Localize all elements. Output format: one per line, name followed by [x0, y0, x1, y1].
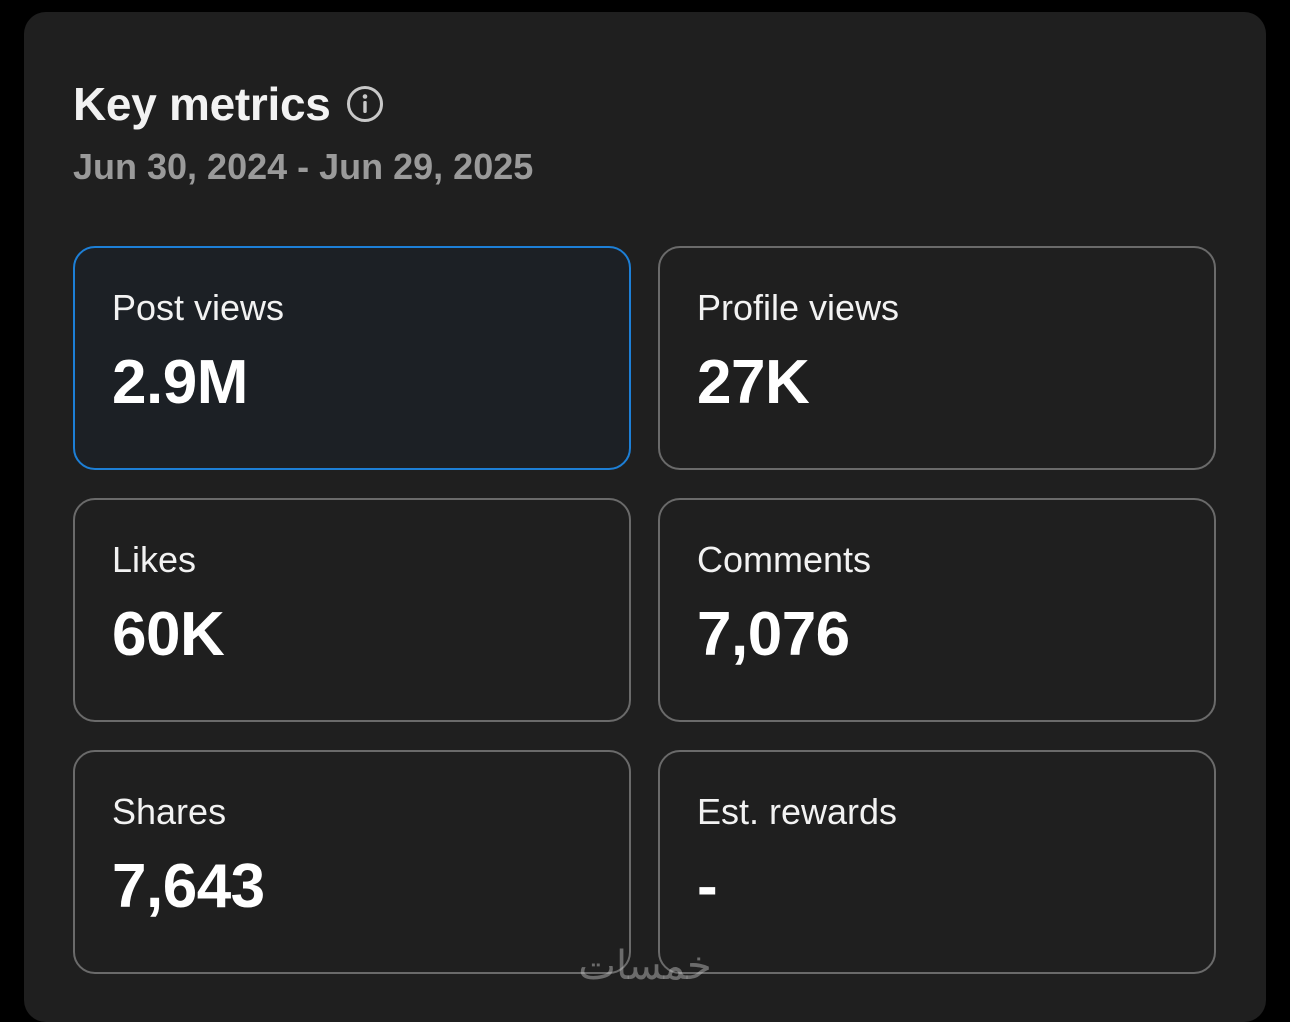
metric-label: Est. rewards [697, 791, 898, 832]
metric-card-shares[interactable]: Shares 7,643 [73, 750, 631, 974]
metric-value: 7,076 [697, 600, 850, 669]
metric-value: 2.9M [112, 348, 248, 417]
watermark: خمسات [578, 943, 712, 989]
metric-card-post-views[interactable]: Post views 2.9M [73, 246, 631, 470]
metric-label: Profile views [697, 287, 900, 328]
metric-value: 60K [112, 600, 225, 669]
metric-value: 27K [697, 348, 810, 417]
metric-value: 7,643 [112, 852, 265, 921]
metric-label: Comments [697, 539, 872, 580]
metric-card-est-rewards[interactable]: Est. rewards - [658, 750, 1216, 974]
page-title: Key metrics [73, 78, 331, 130]
key-metrics-header: Key metrics [73, 78, 385, 130]
info-circle-icon[interactable] [345, 84, 385, 124]
metric-card-profile-views[interactable]: Profile views 27K [658, 246, 1216, 470]
metric-label: Post views [112, 287, 285, 328]
date-range: Jun 30, 2024 - Jun 29, 2025 [73, 146, 534, 187]
metric-card-likes[interactable]: Likes 60K [73, 498, 631, 722]
metric-label: Likes [112, 539, 197, 580]
metric-value: - [697, 852, 718, 921]
metric-label: Shares [112, 791, 227, 832]
metric-card-comments[interactable]: Comments 7,076 [658, 498, 1216, 722]
